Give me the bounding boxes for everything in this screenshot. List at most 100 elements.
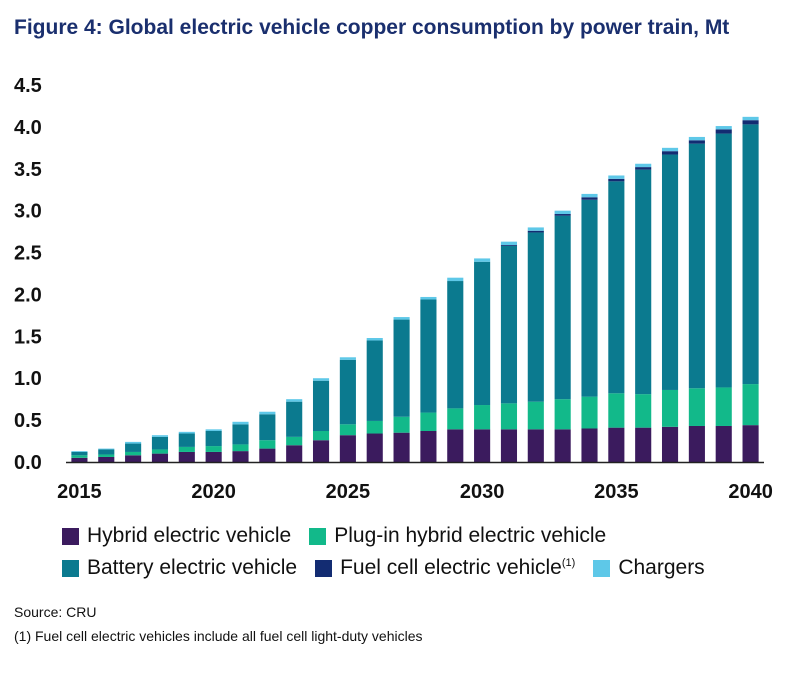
bar-segment [715,387,732,426]
bar-segment [661,154,679,390]
bar-segment [312,440,330,462]
bar-segment [125,451,142,456]
bar-segment [312,380,330,432]
bar-segment [474,261,491,406]
legend-item: Battery electric vehicle [62,556,297,580]
bar-segment [366,340,383,421]
bar-segment [232,451,249,462]
x-tick-label: 2015 [57,481,102,503]
bar-segment [71,455,88,458]
bar-segment [742,384,759,426]
bar-segment [742,425,759,462]
bar-segment [581,199,598,397]
bar-segment [232,444,249,452]
bar-segment [98,448,115,450]
y-tick-label: 4.0 [14,117,42,139]
bar-segment [125,455,142,462]
y-tick-label: 1.0 [14,368,42,390]
bar-segment [608,427,625,462]
bar-segment [205,429,222,432]
bar-segment [125,443,142,452]
bar-segment [393,319,410,417]
bar-segment [420,431,437,462]
bar-segment [527,401,544,430]
bar-segment [500,429,518,462]
bar-segment [420,412,437,431]
bar-segment [232,424,249,445]
bar-segment [527,227,544,231]
bar-segment [474,405,491,430]
legend-swatch [593,559,611,577]
bar-segment [151,453,169,462]
legend-label: Hybrid electric vehicle [87,524,291,548]
bar-segment [581,396,598,429]
x-tick-label: 2035 [594,481,639,503]
bar-segment [688,136,705,141]
bar-segment [527,429,544,462]
bar-segment [608,175,625,179]
bar-segment [527,230,544,233]
bar-segment [608,393,625,428]
legend-label-text: Plug-in hybrid electric vehicle [334,524,607,547]
legend-label: Plug-in hybrid electric vehicle [334,524,606,548]
bar-segment [581,197,598,200]
bar-segment [98,454,115,457]
bar-segment [420,296,437,300]
bar-segment [366,433,383,462]
bar-segment [715,133,732,388]
y-tick-label: 3.0 [14,201,42,223]
bar-segment [715,129,732,134]
bar-segment [742,116,759,121]
bar-segment [554,210,571,215]
y-tick-label: 4.5 [14,75,42,97]
legend-superscript: (1) [561,557,576,569]
legend-swatch [315,559,333,577]
x-tick-label: 2030 [460,481,505,503]
bar-segment [661,147,679,152]
bar-segment [393,317,410,320]
bar-segment [259,414,276,441]
bar-segment [474,429,491,462]
bar-segment [447,408,464,430]
bar-segment [339,359,356,425]
legend-swatch [62,527,79,545]
legend-item: Fuel cell electric vehicle(1) [315,556,575,580]
bar-segment [500,245,518,404]
bar-segment [98,449,115,455]
bar-segment [286,436,303,446]
x-tick-label: 2020 [191,481,236,503]
bar-segment [393,432,410,462]
y-tick-label: 3.5 [14,159,42,181]
bar-segment [286,401,303,437]
bar-segment [393,416,410,433]
bar-segment [500,403,518,430]
bar-segment [661,151,679,155]
bar-segment [366,420,383,434]
legend-swatch [62,559,79,577]
bar-segment [151,435,169,437]
bar-segment [635,394,652,428]
bar-segment [688,143,705,389]
bar-segment [366,338,383,341]
bar-segment [259,440,276,449]
y-tick-label: 0.5 [14,410,42,432]
legend-label: Fuel cell electric vehicle(1) [340,556,575,580]
bar-segment [581,193,598,198]
bar-segment [420,299,437,413]
bar-segment [286,445,303,462]
legend-item: Chargers [593,556,705,580]
bar-segment [608,178,625,182]
bar-segment [742,120,759,125]
bar-segment [151,436,169,450]
bar-segment [71,451,88,456]
bar-segment [554,214,571,216]
legend-label-text: Fuel cell electric vehicle [340,556,562,579]
legend-row: Hybrid electric vehicle Plug-in hybrid el… [62,520,782,552]
bar-segment [715,425,732,462]
bar-segment [527,232,544,402]
footnote: (1) Fuel cell electric vehicles include … [14,628,423,644]
x-tick-label: 2040 [728,481,773,503]
bar-segment [474,258,491,262]
bar-segment [608,181,625,394]
bar-segment [554,399,571,430]
